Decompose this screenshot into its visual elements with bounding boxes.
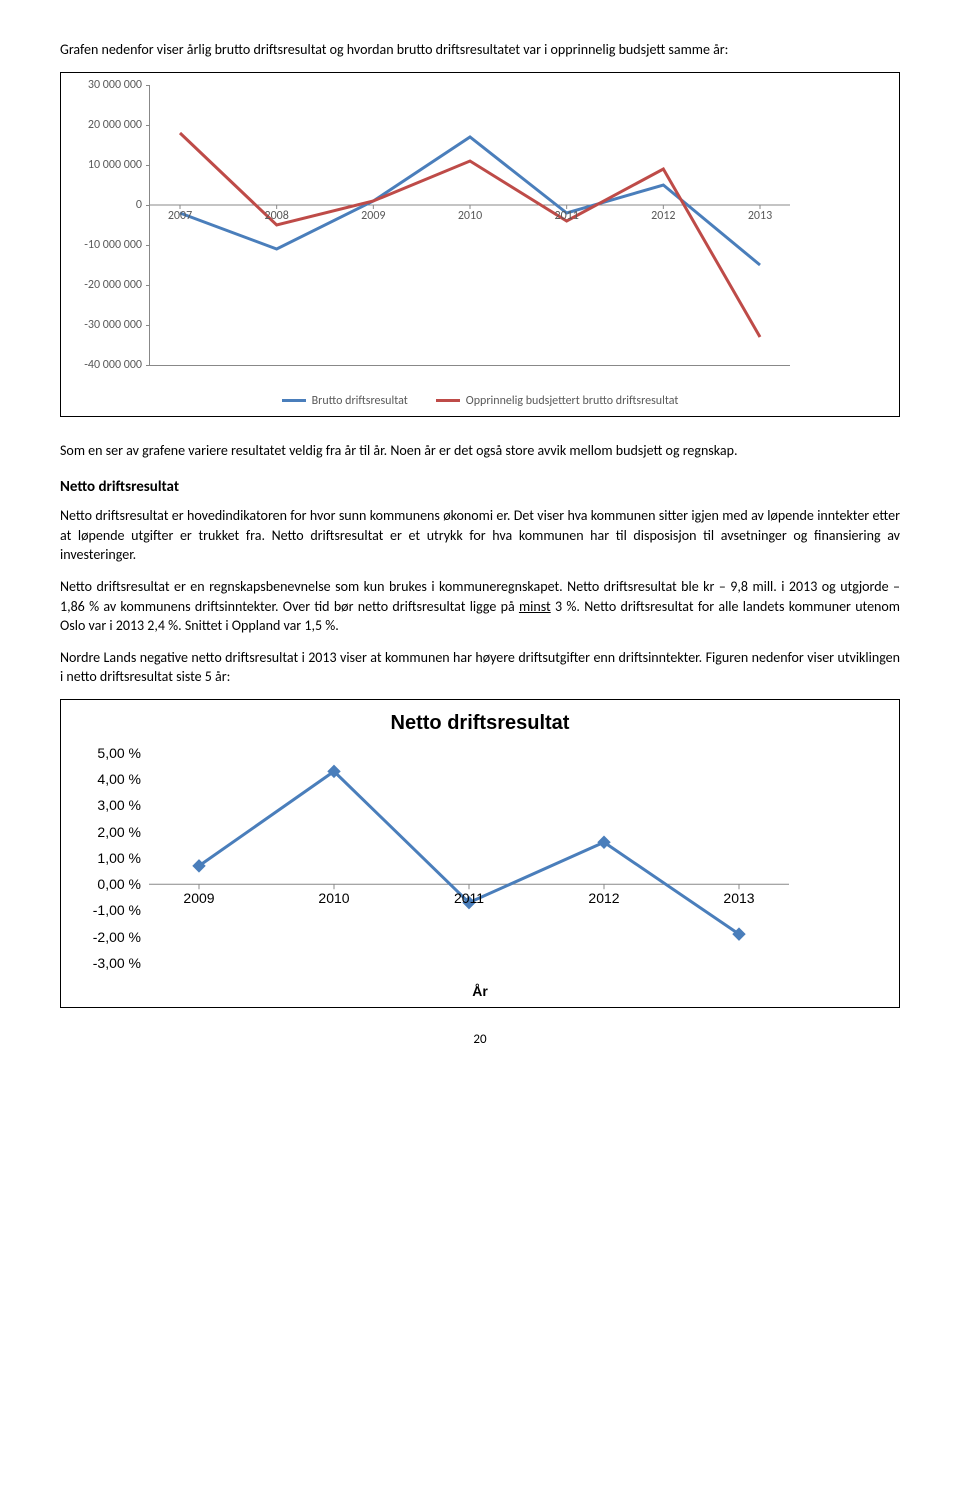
y-tick-label: 5,00 % [97, 745, 141, 761]
y-tick-label: -40 000 000 [84, 358, 142, 372]
y-tick-label: -10 000 000 [84, 238, 142, 252]
y-tick-label: 2,00 % [97, 824, 141, 840]
section-heading-netto: Netto driftsresultat [60, 478, 900, 496]
paragraph-after-chart1: Som en ser av grafene variere resultatet… [60, 441, 900, 461]
intro-paragraph: Grafen nedenfor viser årlig brutto drift… [60, 40, 900, 60]
y-tick-label: -1,00 % [93, 902, 141, 918]
x-tick-label: 2009 [361, 209, 385, 223]
x-tick-label: 2010 [458, 209, 482, 223]
x-tick-label: 2010 [318, 890, 349, 906]
y-tick-label: -20 000 000 [84, 278, 142, 292]
chart1-legend: Brutto driftsresultat Opprinnelig budsje… [77, 394, 883, 408]
legend-item-opprinnelig: Opprinnelig budsjettert brutto driftsres… [436, 394, 679, 408]
netto-paragraph-2: Netto driftsresultat er en regnskapsbene… [60, 577, 900, 636]
page-number: 20 [60, 1032, 900, 1047]
legend-label: Brutto driftsresultat [312, 394, 408, 408]
y-tick-label: -3,00 % [93, 955, 141, 971]
legend-label: Opprinnelig budsjettert brutto driftsres… [466, 394, 679, 408]
x-tick-label: 2008 [264, 209, 288, 223]
y-tick-label: -2,00 % [93, 929, 141, 945]
x-tick-label: 2011 [554, 209, 578, 223]
x-tick-label: 2012 [588, 890, 619, 906]
chart2-x-axis-title: År [77, 983, 883, 999]
netto-paragraph-1: Netto driftsresultat er hovedindikatoren… [60, 506, 900, 565]
y-tick-label: 0 [136, 198, 142, 212]
y-tick-label: -30 000 000 [84, 318, 142, 332]
legend-swatch [436, 399, 460, 402]
legend-swatch [282, 399, 306, 402]
underline-minst: minst [519, 598, 551, 615]
x-tick-label: 2011 [454, 890, 484, 906]
legend-item-brutto: Brutto driftsresultat [282, 394, 408, 408]
y-tick-label: 0,00 % [97, 876, 141, 892]
chart-netto-driftsresultat: Netto driftsresultat 5,00 % 4,00 % 3,00 % 2… [60, 699, 900, 1008]
y-tick-label: 4,00 % [97, 771, 141, 787]
x-tick-label: 2013 [723, 890, 754, 906]
y-tick-label: 10 000 000 [88, 158, 142, 172]
x-tick-label: 2012 [651, 209, 675, 223]
y-tick-label: 1,00 % [97, 850, 141, 866]
chart2-title: Netto driftsresultat [77, 712, 883, 735]
x-tick-label: 2013 [748, 209, 772, 223]
y-tick-label: 30 000 000 [88, 78, 142, 92]
netto-paragraph-3: Nordre Lands negative netto driftsresult… [60, 648, 900, 687]
x-tick-label: 2009 [183, 890, 214, 906]
y-tick-label: 20 000 000 [88, 118, 142, 132]
chart-brutto-driftsresultat: 30 000 000 20 000 000 10 000 000 0 -10 000 0… [60, 72, 900, 417]
y-tick-label: 3,00 % [97, 797, 141, 813]
x-tick-label: 2007 [168, 209, 192, 223]
